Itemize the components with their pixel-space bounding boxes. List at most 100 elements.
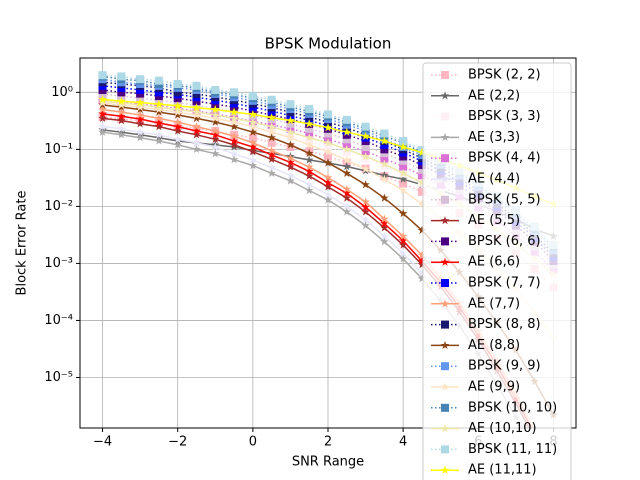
x-tick-label: 4: [399, 435, 407, 450]
marker: [398, 209, 408, 218]
legend-label: AE (2,2): [468, 88, 520, 103]
marker: [342, 155, 352, 164]
marker: [135, 105, 145, 114]
marker: [323, 190, 333, 199]
marker: [304, 148, 314, 158]
legend-label: BPSK (7, 7): [468, 276, 541, 291]
marker: [417, 260, 427, 269]
legend-label: BPSK (9, 9): [468, 359, 541, 374]
marker: [323, 178, 333, 187]
marker: [173, 80, 182, 89]
marker: [286, 100, 295, 109]
marker: [135, 114, 145, 123]
legend-marker: [440, 174, 450, 183]
marker: [248, 117, 258, 126]
marker: [173, 140, 182, 149]
marker: [267, 113, 276, 122]
marker: [173, 110, 182, 119]
legend-label: BPSK (3, 3): [468, 109, 541, 124]
marker: [323, 182, 333, 191]
x-tick-label: −4: [93, 435, 112, 450]
marker: [286, 170, 295, 179]
y-tick-label: 10⁻⁴: [44, 313, 73, 328]
marker: [323, 123, 333, 132]
y-tick-label: 10⁻¹: [44, 142, 73, 157]
marker: [267, 150, 276, 159]
marker: [117, 124, 126, 133]
marker: [417, 187, 426, 196]
marker: [304, 133, 314, 142]
marker: [380, 174, 389, 183]
marker: [192, 113, 201, 122]
marker: [342, 168, 352, 177]
legend-label: BPSK (8, 8): [468, 317, 541, 332]
marker: [248, 109, 258, 119]
marker: [361, 131, 370, 140]
marker: [117, 130, 126, 139]
legend-marker: [441, 71, 449, 79]
marker: [380, 145, 389, 154]
marker: [398, 185, 408, 195]
marker: [192, 138, 201, 147]
marker: [135, 110, 145, 119]
marker: [286, 176, 295, 185]
marker: [229, 149, 239, 158]
marker: [304, 155, 314, 164]
marker: [192, 126, 201, 135]
marker: [117, 111, 126, 120]
legend-marker: [440, 299, 450, 308]
legend-label: BPSK (4, 4): [468, 151, 541, 166]
legend-marker: [440, 91, 450, 100]
marker: [398, 248, 408, 258]
marker: [380, 231, 389, 240]
marker: [210, 105, 220, 114]
legend-label: AE (9,9): [468, 380, 520, 395]
marker: [248, 142, 258, 151]
marker: [117, 116, 126, 125]
marker: [211, 100, 220, 109]
marker: [229, 117, 239, 126]
marker: [267, 95, 276, 104]
marker: [398, 240, 408, 249]
marker: [361, 147, 370, 156]
marker: [98, 122, 107, 131]
marker: [380, 159, 389, 168]
marker: [398, 142, 408, 151]
marker: [304, 166, 314, 176]
marker: [267, 146, 276, 155]
y-tick-label: 10⁻⁵: [44, 370, 73, 385]
marker: [192, 81, 201, 90]
marker: [361, 164, 370, 173]
marker: [342, 162, 352, 171]
marker: [210, 117, 220, 126]
marker: [305, 124, 314, 133]
legend-label: AE (6,6): [468, 255, 520, 270]
marker: [173, 88, 182, 97]
y-axis-label: Block Error Rate: [15, 191, 30, 296]
marker: [229, 107, 239, 116]
legend-box: [422, 62, 572, 480]
marker: [154, 118, 164, 127]
marker: [98, 94, 107, 104]
marker: [210, 142, 220, 151]
legend-label: AE (5,5): [468, 213, 520, 228]
marker: [417, 250, 427, 259]
marker: [342, 207, 352, 216]
legend-label: AE (4,4): [468, 172, 520, 187]
marker: [154, 113, 164, 122]
marker: [380, 154, 389, 163]
marker: [361, 207, 370, 216]
marker: [417, 171, 426, 180]
marker: [398, 174, 408, 183]
legend-marker: [441, 279, 449, 287]
marker: [248, 138, 258, 147]
legend-marker: [440, 465, 450, 474]
marker: [192, 103, 201, 112]
marker: [399, 137, 408, 146]
legend-marker: [441, 195, 449, 204]
marker: [286, 143, 295, 152]
marker: [210, 130, 220, 139]
marker: [192, 107, 201, 116]
marker: [361, 154, 370, 163]
